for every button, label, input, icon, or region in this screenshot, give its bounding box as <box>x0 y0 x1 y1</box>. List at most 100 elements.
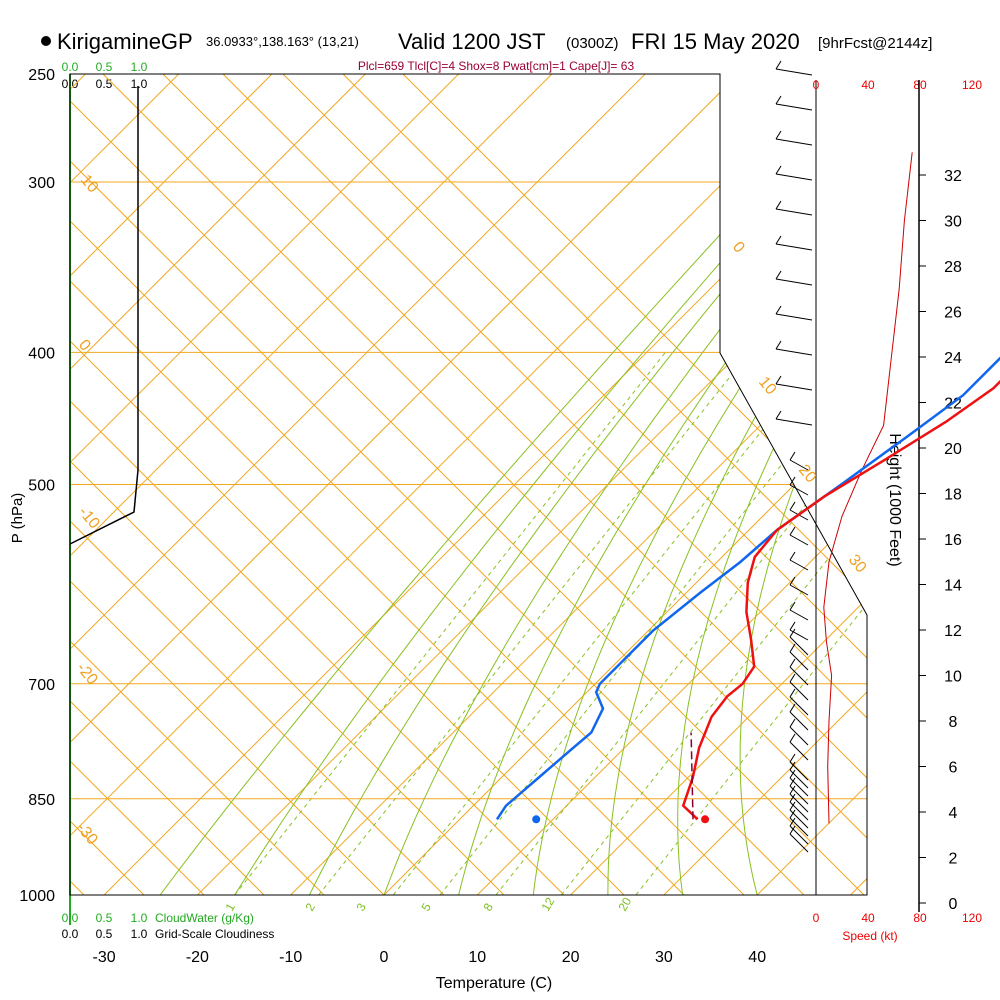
bottom-cloudwater-ticks: 0.0 0.5 1.0 CloudWater (g/Kg) <box>62 911 254 925</box>
wind-barb-flag <box>775 340 782 350</box>
wind-barb-staff <box>789 769 809 789</box>
speed-tick-label: 40 <box>861 78 875 92</box>
bottom-cw-tick: 0.5 <box>96 911 113 925</box>
wind-barb-staff <box>775 278 813 286</box>
isotherm-label: 0 <box>75 337 94 355</box>
isotherm-line <box>70 74 459 895</box>
wind-barb-flag <box>775 270 782 280</box>
height-tick-label: 10 <box>944 669 962 686</box>
wind-barb-flag <box>789 658 796 668</box>
top-cw-tick: 0.5 <box>96 60 113 74</box>
mixing-ratio-line <box>234 352 666 895</box>
dry-adiabat-line <box>70 74 265 895</box>
station-name: KirigamineGP <box>57 29 193 54</box>
wind-barb-flag <box>775 305 782 315</box>
wind-barb-flag <box>789 643 796 653</box>
pressure-tick-label: 1000 <box>19 888 55 905</box>
isotherm-label: 0 <box>729 239 748 257</box>
wind-barb-staff <box>775 68 813 76</box>
forecast-info: [9hrFcst@2144z] <box>818 35 932 52</box>
wind-barb-flag <box>789 733 796 743</box>
wind-barb-staff <box>775 348 813 356</box>
speed-tick-label: 120 <box>962 78 982 92</box>
isotherm-line <box>663 74 867 895</box>
valid-time: Valid 1200 JST <box>398 29 546 54</box>
wind-barb-flag <box>789 703 796 713</box>
pressure-ticks: 250 300 400 500 700 850 1000 <box>19 67 55 905</box>
pressure-tick-label: 700 <box>28 677 55 694</box>
wind-barb-staff <box>789 681 809 701</box>
wind-barb-staff <box>789 825 809 845</box>
dry-adiabat-line <box>143 74 867 895</box>
wind-barb-staff <box>789 534 809 546</box>
wind-barb-staff <box>789 833 809 853</box>
wind-barb-staff <box>775 103 813 111</box>
dry-adiabat-line <box>70 74 865 895</box>
valid-date: FRI 15 May 2020 <box>631 29 800 54</box>
wind-barb-staff <box>775 383 813 391</box>
wind-barb-flag <box>789 817 796 827</box>
mixing-ratio-label: 2 <box>302 900 318 913</box>
dry-adiabat-line <box>70 74 325 895</box>
temperature-line <box>681 379 1000 821</box>
wind-barb-staff <box>775 313 813 321</box>
wind-barb-flag <box>789 576 796 586</box>
wind-barb-flag <box>775 235 782 245</box>
cloudiness-profile <box>69 86 139 545</box>
bottom-cw-tick: 0.0 <box>62 911 79 925</box>
wind-barb-staff <box>789 459 809 471</box>
wind-barb-flag <box>789 718 796 728</box>
height-tick-label: 12 <box>944 623 962 640</box>
wind-barb-flag <box>775 375 782 385</box>
wind-barb-flag <box>775 165 782 175</box>
wind-barb-staff <box>775 208 813 216</box>
moist-adiabat-line <box>234 74 867 895</box>
height-tick-label: 8 <box>949 714 958 731</box>
temperature-ticks: -30 -20 -10 0 10 20 30 40 <box>93 949 767 966</box>
height-tick-label: 28 <box>944 259 962 276</box>
isobar-lines <box>70 73 867 896</box>
isotherm-line <box>70 74 273 895</box>
dry-adiabat-line <box>70 74 385 895</box>
height-axis-label: Height (1000 Feet) <box>886 433 903 566</box>
dry-adiabat-line <box>70 74 205 895</box>
dry-adiabat-line <box>70 74 745 895</box>
speed-tick-label: 80 <box>913 911 927 925</box>
moist-adiabat-line <box>159 74 867 895</box>
wind-barb-flag <box>775 410 782 420</box>
wind-barb-flag <box>789 526 796 536</box>
wind-barb-staff <box>789 666 809 686</box>
wind-barb-flag <box>775 95 782 105</box>
wind-barb-staff <box>789 817 809 837</box>
x-axis-label: Temperature (C) <box>436 975 552 992</box>
dry-adiabat-line <box>70 74 625 895</box>
bottom-cl-tick: 0.0 <box>62 927 79 941</box>
surface-dewpoint-marker <box>532 815 541 824</box>
wind-barb-flag <box>789 628 796 638</box>
wind-barb-staff <box>789 793 809 813</box>
dry-adiabat-line <box>70 74 685 895</box>
temperature-tick-label: 20 <box>562 949 580 966</box>
wind-barb-flag <box>789 451 796 461</box>
isotherm-line <box>850 74 867 895</box>
height-tick-label: 14 <box>944 578 962 595</box>
bottom-cw-tick: 1.0 <box>131 911 148 925</box>
temperature-tick-label: 0 <box>380 949 389 966</box>
height-tick-label: 18 <box>944 487 962 504</box>
height-tick-label: 2 <box>949 851 958 868</box>
wind-barb-flag <box>775 130 782 140</box>
top-cloudiness-ticks: 0.0 0.5 1.0 <box>62 77 148 91</box>
thermo-grid <box>70 74 867 895</box>
isotherm-line <box>70 74 366 895</box>
dewpoint-line <box>495 356 1000 820</box>
dry-adiabat-line <box>83 74 867 895</box>
dry-adiabat-line <box>203 74 867 895</box>
pressure-tick-label: 400 <box>28 345 55 362</box>
wind-barb-staff <box>789 484 809 496</box>
wind-barb-staff <box>789 696 809 716</box>
cloudiness-label: Grid-Scale Cloudiness <box>155 927 274 941</box>
speed-tick-label: 0 <box>813 911 820 925</box>
wind-barb-flag <box>789 476 796 486</box>
